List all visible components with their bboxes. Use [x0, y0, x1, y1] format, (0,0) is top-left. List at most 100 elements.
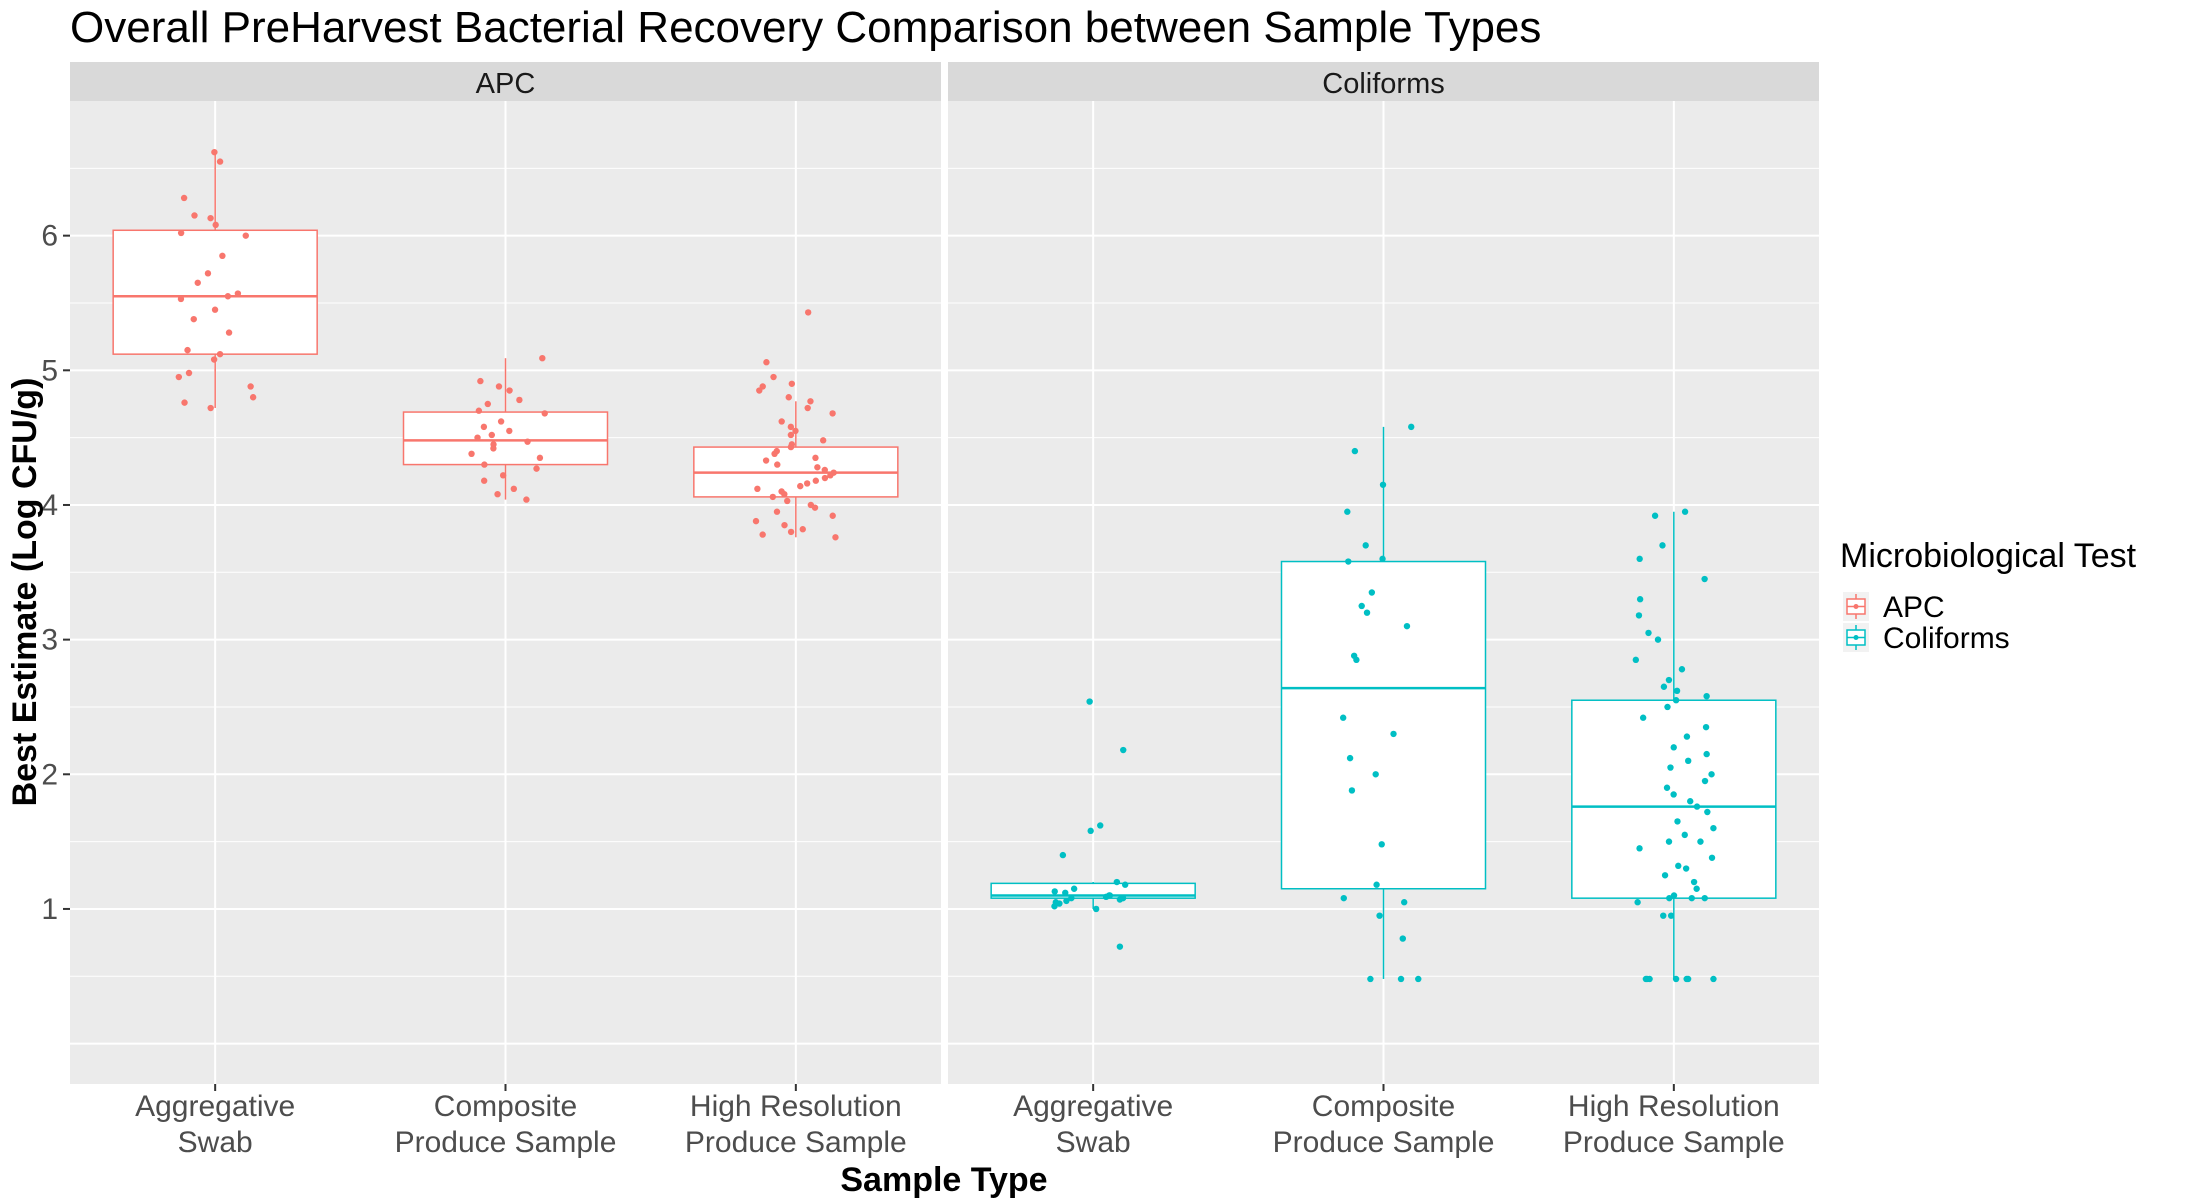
data-point	[1632, 656, 1640, 664]
data-point	[468, 450, 475, 458]
data-point	[1051, 888, 1058, 895]
data-point	[1708, 771, 1715, 778]
x-tick-label: Produce Sample	[395, 1126, 617, 1159]
data-point	[1688, 894, 1695, 902]
data-point	[769, 493, 777, 501]
data-point	[1116, 943, 1124, 950]
data-point	[1681, 831, 1688, 839]
data-point	[1063, 897, 1070, 905]
data-point	[759, 531, 766, 538]
data-point	[832, 534, 839, 541]
data-point	[247, 383, 254, 390]
data-point	[1351, 447, 1359, 455]
data-point	[812, 454, 819, 462]
data-point	[762, 457, 770, 464]
data-point	[1372, 771, 1379, 778]
data-point	[1092, 905, 1100, 913]
data-point	[770, 373, 777, 381]
data-point	[1087, 827, 1094, 835]
data-point	[1362, 542, 1369, 549]
data-point	[1102, 893, 1110, 901]
data-point	[225, 329, 233, 336]
data-point	[1672, 697, 1680, 704]
data-point	[1663, 784, 1671, 791]
data-point	[1056, 900, 1063, 907]
data-point	[804, 309, 812, 316]
legend-label: Coliforms	[1883, 622, 2010, 655]
data-point	[497, 418, 505, 425]
data-point	[1363, 609, 1371, 616]
data-point	[1697, 838, 1704, 845]
data-point	[216, 158, 224, 165]
data-point	[1670, 744, 1677, 751]
data-point	[1639, 714, 1647, 721]
data-point	[784, 497, 791, 505]
data-point	[480, 477, 488, 484]
data-point	[212, 221, 219, 229]
x-axis-label: Sample Type	[840, 1161, 1047, 1199]
data-point	[177, 229, 185, 237]
data-point	[499, 472, 507, 479]
data-point	[1635, 612, 1643, 619]
data-point	[1690, 878, 1698, 886]
chart-title: Overall PreHarvest Bacterial Recovery Co…	[70, 3, 1541, 52]
data-point	[1704, 808, 1711, 816]
data-point	[207, 404, 214, 412]
data-point	[536, 454, 544, 462]
data-point	[1358, 602, 1365, 610]
data-point	[490, 445, 497, 452]
data-point	[788, 380, 796, 387]
data-point	[1340, 894, 1347, 902]
data-point	[1636, 596, 1644, 603]
box-coliforms-0	[990, 698, 1196, 950]
data-point	[480, 423, 488, 431]
facet-strip	[948, 62, 1819, 101]
data-point	[821, 474, 829, 482]
data-point	[781, 521, 788, 529]
data-point	[1051, 903, 1058, 910]
data-point	[523, 496, 530, 503]
data-point	[752, 517, 760, 525]
data-point	[1654, 636, 1662, 643]
data-point	[180, 194, 188, 202]
y-axis-label: Best Estimate (Log CFU/g)	[6, 378, 44, 807]
box-apc-1	[402, 354, 609, 503]
data-point	[474, 434, 481, 441]
data-point	[234, 290, 242, 297]
data-point	[774, 461, 781, 468]
data-point	[1401, 899, 1408, 906]
panel-coliforms: ColiformsAggregativeSwabCompositeProduce…	[948, 62, 1819, 1159]
data-point	[539, 354, 546, 362]
data-point	[211, 148, 218, 156]
data-point	[1681, 508, 1689, 515]
facet-strip	[70, 62, 941, 101]
data-point	[827, 472, 834, 479]
data-point	[524, 438, 531, 445]
data-point	[204, 270, 212, 277]
data-point	[488, 431, 495, 439]
data-point	[1367, 975, 1374, 983]
data-point	[1683, 733, 1691, 740]
data-point	[1397, 975, 1405, 983]
data-point	[1687, 798, 1694, 805]
data-point	[1701, 575, 1708, 583]
legend-key-point	[1853, 635, 1859, 640]
data-point	[1059, 851, 1067, 859]
x-tick-label: Aggregative	[135, 1090, 295, 1123]
data-point	[812, 477, 820, 484]
data-point	[1660, 912, 1667, 919]
data-point	[1408, 423, 1415, 431]
data-point	[829, 512, 836, 519]
data-point	[1674, 818, 1681, 825]
data-point	[1701, 777, 1709, 785]
data-point	[1345, 558, 1352, 565]
legend-entry-coliforms: Coliforms	[1843, 622, 2010, 655]
data-point	[1116, 896, 1124, 903]
data-point	[1651, 512, 1659, 519]
data-point	[1645, 629, 1652, 637]
data-point	[210, 356, 218, 363]
data-point	[781, 491, 788, 498]
data-point	[1684, 975, 1692, 983]
